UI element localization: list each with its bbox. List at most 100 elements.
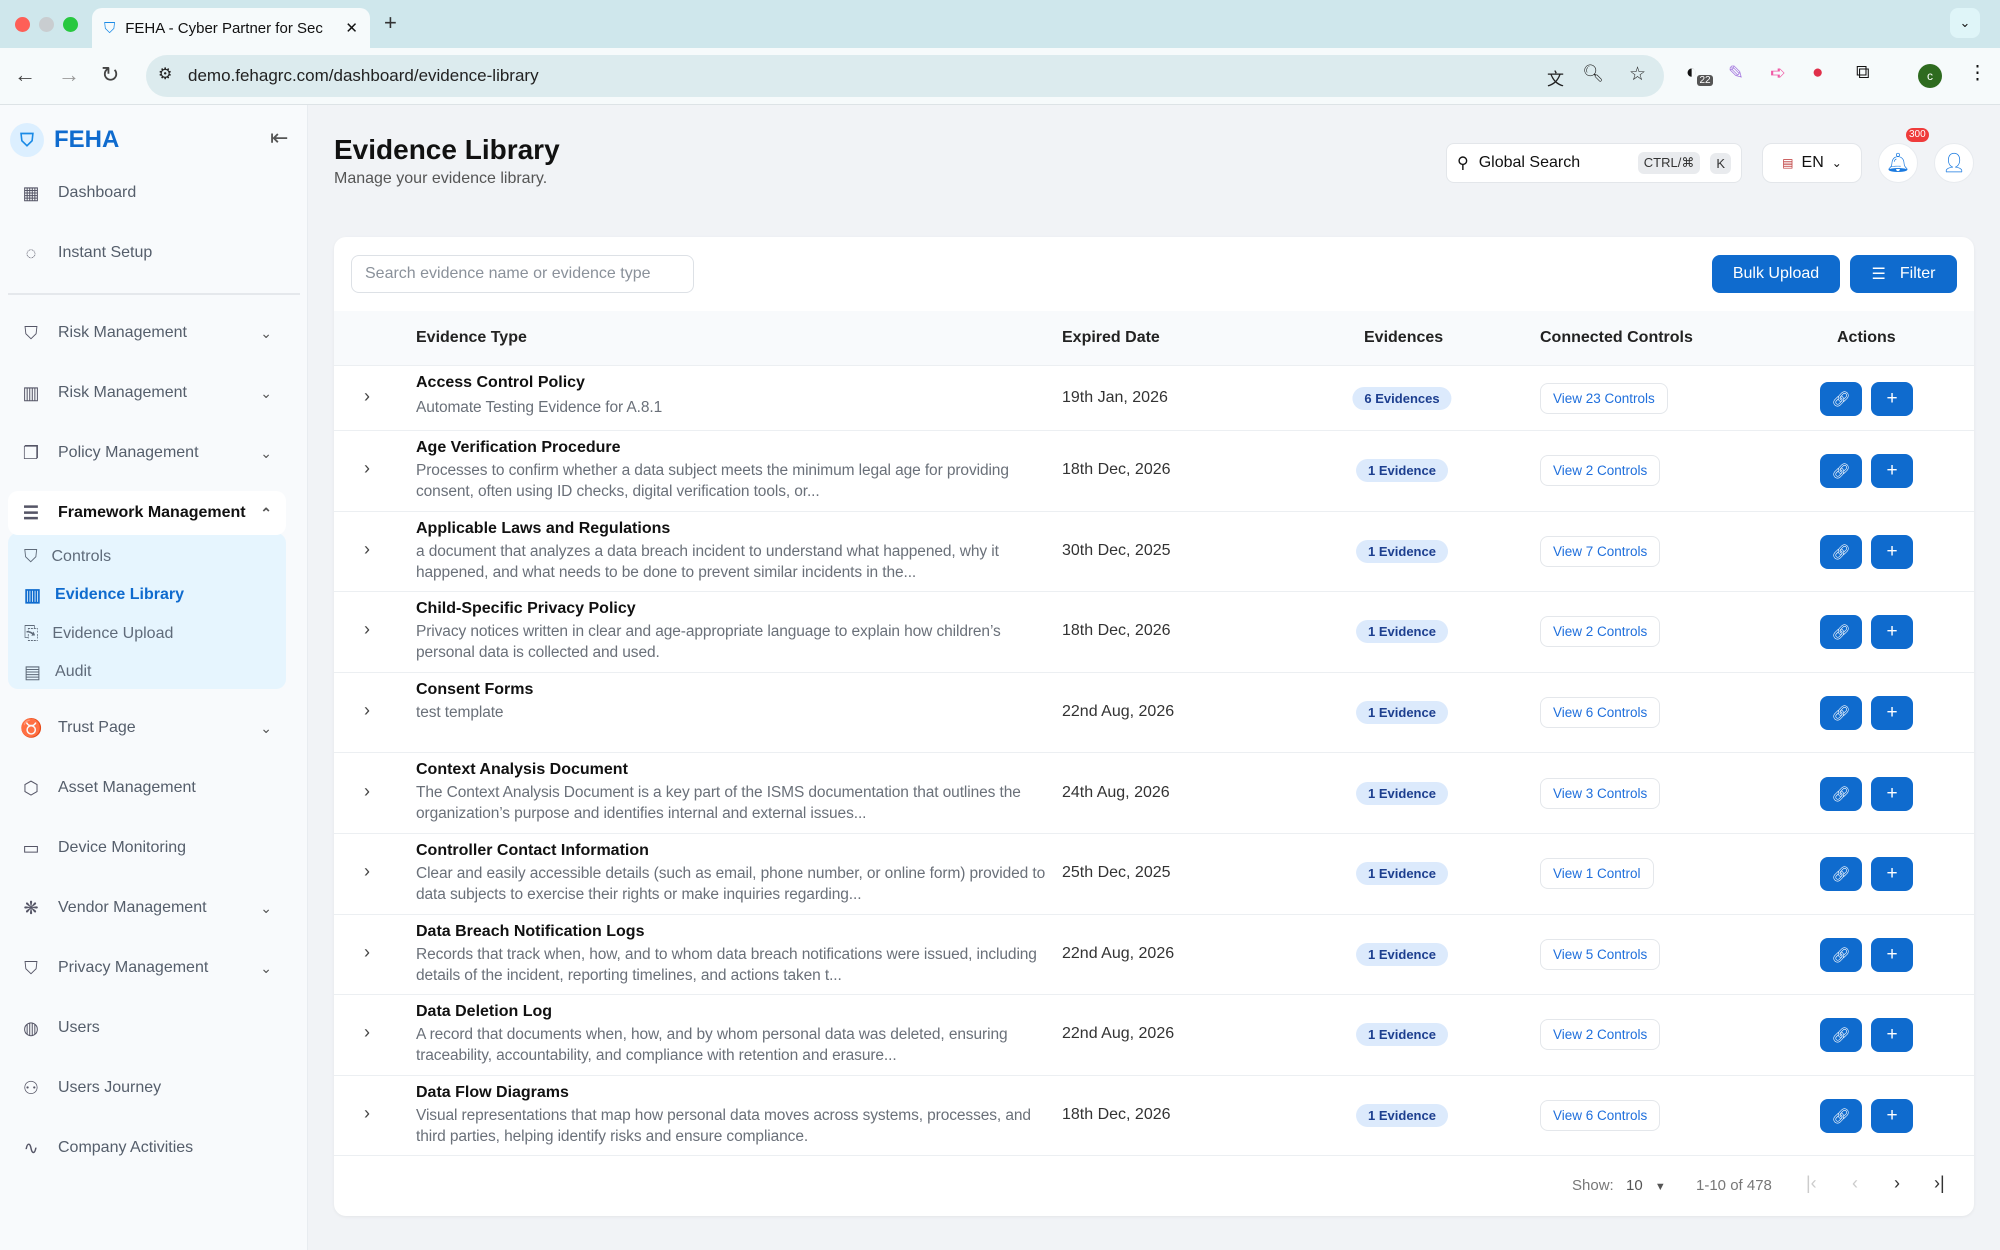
add-evidence-button[interactable]: + — [1871, 381, 1913, 416]
sidebar-subitem-audit[interactable]: ▤ Audit — [24, 662, 91, 683]
prev-page-icon[interactable]: ‹ — [1852, 1173, 1858, 1193]
translate-icon[interactable]: 文 — [1547, 70, 1564, 89]
link-evidence-button[interactable]: 🔗︎ — [1820, 1099, 1862, 1134]
view-controls-button[interactable]: View 7 Controls — [1540, 535, 1661, 567]
expand-row-chevron-icon[interactable]: › — [364, 538, 370, 559]
expand-row-chevron-icon[interactable]: › — [364, 700, 370, 721]
add-evidence-button[interactable]: + — [1871, 937, 1913, 972]
view-controls-button[interactable]: View 6 Controls — [1540, 1100, 1661, 1132]
view-controls-button[interactable]: View 2 Controls — [1540, 616, 1661, 648]
add-evidence-button[interactable]: + — [1871, 1099, 1913, 1134]
evidence-count-badge[interactable]: 1 Evidence — [1356, 862, 1448, 886]
add-evidence-button[interactable]: + — [1871, 454, 1913, 489]
sidebar-item-framework-management[interactable]: ☰ Framework Management ⌃ — [8, 491, 286, 535]
extension-icon[interactable]: ◐ 22 — [1686, 62, 1713, 86]
first-page-icon[interactable]: |‹ — [1806, 1173, 1817, 1193]
link-evidence-button[interactable]: 🔗︎ — [1820, 696, 1862, 731]
view-controls-button[interactable]: View 1 Control — [1540, 858, 1654, 890]
evidence-count-badge[interactable]: 1 Evidence — [1356, 459, 1448, 483]
brand-logo[interactable]: ⛉ FEHA — [10, 123, 119, 157]
evidence-count-badge[interactable]: 1 Evidence — [1356, 539, 1448, 563]
add-evidence-button[interactable]: + — [1871, 1018, 1913, 1053]
add-evidence-button[interactable]: + — [1871, 857, 1913, 892]
evidence-search-input[interactable] — [351, 255, 694, 293]
add-evidence-button[interactable]: + — [1871, 615, 1913, 650]
sidebar-item-instant-setup[interactable]: ◌ Instant Setup — [8, 231, 286, 275]
view-controls-button[interactable]: View 6 Controls — [1540, 697, 1661, 729]
sidebar-subitem-evidence-library[interactable]: ▥ Evidence Library — [24, 585, 184, 606]
expand-row-chevron-icon[interactable]: › — [364, 385, 370, 406]
notifications-button[interactable]: 🔔︎ — [1878, 143, 1918, 183]
sidebar-item-risk-management[interactable]: ▥ Risk Management ⌄ — [8, 371, 286, 415]
bulk-upload-button[interactable]: Bulk Upload — [1712, 255, 1840, 293]
next-page-icon[interactable]: › — [1894, 1173, 1900, 1193]
link-evidence-button[interactable]: 🔗︎ — [1820, 857, 1862, 892]
address-bar[interactable]: ⚙ demo.fehagrc.com/dashboard/evidence-li… — [146, 55, 1664, 97]
link-evidence-button[interactable]: 🔗︎ — [1820, 454, 1862, 489]
evidence-count-badge[interactable]: 1 Evidence — [1356, 781, 1448, 805]
new-tab-button[interactable]: + — [384, 10, 397, 35]
extensions-puzzle-icon[interactable]: ⧉ — [1856, 62, 1870, 83]
evidence-count-badge[interactable]: 1 Evidence — [1356, 942, 1448, 966]
sidebar-item-dashboard[interactable]: ▦ Dashboard — [8, 171, 286, 215]
evidence-count-badge[interactable]: 1 Evidence — [1356, 701, 1448, 725]
last-page-icon[interactable]: ›| — [1934, 1173, 1945, 1193]
link-evidence-button[interactable]: 🔗︎ — [1820, 615, 1862, 650]
link-evidence-button[interactable]: 🔗︎ — [1820, 534, 1862, 569]
global-search[interactable]: ⚲ Global Search CTRL/⌘ K — [1446, 143, 1742, 183]
add-evidence-button[interactable]: + — [1871, 776, 1913, 811]
site-settings-icon[interactable]: ⚙ — [158, 66, 173, 83]
link-evidence-button[interactable]: 🔗︎ — [1820, 937, 1862, 972]
expand-row-chevron-icon[interactable]: › — [364, 861, 370, 882]
back-icon[interactable]: ← — [14, 62, 36, 87]
expand-row-chevron-icon[interactable]: › — [364, 458, 370, 479]
browser-tab[interactable]: ⛉ FEHA - Cyber Partner for Sec ✕ — [92, 8, 370, 48]
minimize-window-button[interactable] — [39, 17, 54, 32]
sidebar-subitem-controls[interactable]: ⛉ Controls — [24, 546, 111, 567]
expand-row-chevron-icon[interactable]: › — [364, 1103, 370, 1124]
strawberry-extension-icon[interactable]: ● — [1812, 62, 1824, 83]
add-evidence-button[interactable]: + — [1871, 534, 1913, 569]
arrow-extension-icon[interactable]: ➪ — [1770, 63, 1786, 84]
add-evidence-button[interactable]: + — [1871, 696, 1913, 731]
profile-avatar[interactable]: c — [1918, 64, 1942, 88]
sidebar-item-vendor-management[interactable]: ❋ Vendor Management ⌄ — [8, 886, 286, 930]
pen-extension-icon[interactable]: ✎ — [1728, 63, 1744, 84]
sidebar-item-users[interactable]: ◍ Users — [8, 1006, 286, 1050]
view-controls-button[interactable]: View 3 Controls — [1540, 777, 1661, 809]
collapse-sidebar-icon[interactable]: ⇤ — [270, 125, 289, 150]
link-evidence-button[interactable]: 🔗︎ — [1820, 776, 1862, 811]
evidence-count-badge[interactable]: 1 Evidence — [1356, 1023, 1448, 1047]
browser-menu-icon[interactable]: ⋮ — [1968, 63, 1987, 84]
close-tab-icon[interactable]: ✕ — [345, 20, 358, 37]
expand-row-chevron-icon[interactable]: › — [364, 619, 370, 640]
zoom-icon[interactable]: 🔍︎ — [1582, 64, 1604, 83]
page-size-select[interactable]: 10 ▼ — [1626, 1177, 1666, 1194]
forward-icon[interactable]: → — [58, 62, 80, 87]
expand-row-chevron-icon[interactable]: › — [364, 780, 370, 801]
evidence-count-badge[interactable]: 1 Evidence — [1356, 620, 1448, 644]
view-controls-button[interactable]: View 2 Controls — [1540, 455, 1661, 487]
view-controls-button[interactable]: View 5 Controls — [1540, 938, 1661, 970]
sidebar-item-device-monitoring[interactable]: ▭ Device Monitoring — [8, 826, 286, 870]
filter-button[interactable]: ☰ Filter — [1850, 255, 1957, 293]
language-selector[interactable]: ▤ EN ⌄ — [1762, 143, 1862, 183]
sidebar-item-users-journey[interactable]: ⚇ Users Journey — [8, 1066, 286, 1110]
user-menu-button[interactable]: 👤︎ — [1934, 143, 1974, 183]
evidence-count-badge[interactable]: 1 Evidence — [1356, 1104, 1448, 1128]
sidebar-item-asset-management[interactable]: ⬡ Asset Management — [8, 766, 286, 810]
expand-row-chevron-icon[interactable]: › — [364, 1022, 370, 1043]
evidence-count-badge[interactable]: 6 Evidences — [1352, 386, 1452, 410]
bookmark-star-icon[interactable]: ☆ — [1628, 64, 1646, 85]
expand-row-chevron-icon[interactable]: › — [364, 941, 370, 962]
tab-search-button[interactable]: ⌄ — [1950, 8, 1980, 38]
reload-icon[interactable]: ↻ — [101, 62, 120, 87]
maximize-window-button[interactable] — [63, 17, 78, 32]
close-window-button[interactable] — [15, 17, 30, 32]
sidebar-item-risk-management[interactable]: ⛉ Risk Management ⌄ — [8, 311, 286, 355]
link-evidence-button[interactable]: 🔗︎ — [1820, 381, 1862, 416]
view-controls-button[interactable]: View 2 Controls — [1540, 1019, 1661, 1051]
sidebar-item-company-activities[interactable]: ∿ Company Activities — [8, 1126, 286, 1170]
sidebar-subitem-evidence-upload[interactable]: ⎘ Evidence Upload — [24, 623, 173, 644]
view-controls-button[interactable]: View 23 Controls — [1540, 382, 1668, 414]
